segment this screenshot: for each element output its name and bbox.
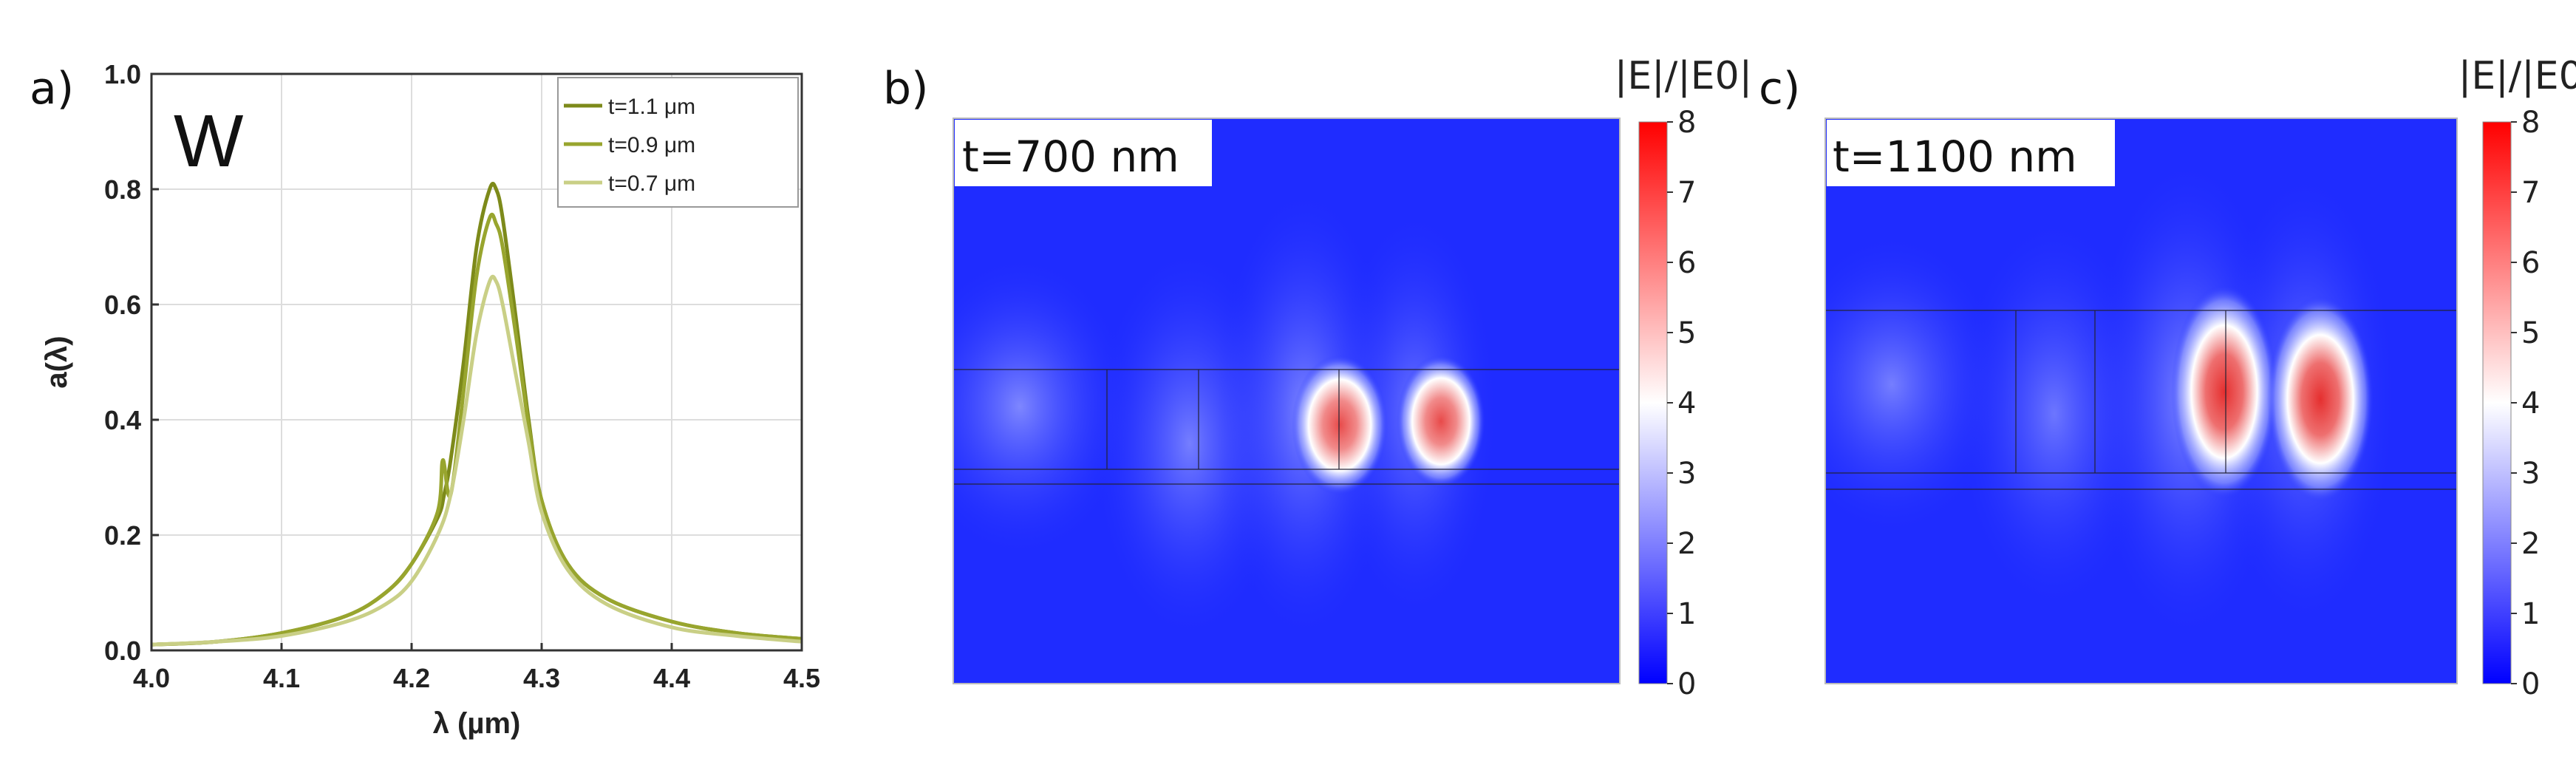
panel-label-a: a) — [30, 63, 74, 115]
x-tick-label: 4.0 — [133, 663, 170, 693]
colorbar-tick-label: 4 — [2521, 387, 2540, 421]
series-line — [151, 274, 803, 647]
colorbar-tick-label: 2 — [2521, 527, 2540, 561]
colorbar-tick-label: 5 — [1677, 316, 1696, 350]
colorbar-tick-label: 7 — [1677, 176, 1696, 210]
field-map-c: t=1100 nm — [1824, 118, 2458, 684]
colorbar-tick-label: 4 — [1677, 387, 1696, 421]
x-tick-label: 4.4 — [653, 663, 690, 693]
map-title: t=700 nm — [962, 132, 1179, 182]
legend-entry: t=1.1 μm — [608, 95, 695, 119]
field-lobe — [953, 259, 1131, 554]
y-tick-label: 0.6 — [104, 290, 141, 320]
map-title-box — [955, 120, 1212, 186]
hotspot — [2267, 296, 2374, 503]
y-tick-label: 0.8 — [104, 174, 141, 205]
colorbar-tick-label: 3 — [1677, 457, 1696, 491]
y-tick-label: 1.0 — [104, 59, 141, 89]
x-axis-label: λ (µm) — [433, 707, 521, 740]
colorbar-tick-label: 1 — [2521, 597, 2540, 631]
y-tick-label: 0.2 — [104, 520, 141, 551]
colorbar-tick-label: 7 — [2521, 176, 2540, 210]
legend-entry: t=0.9 μm — [608, 133, 695, 157]
colorbar-tick-label: 5 — [2521, 316, 2540, 350]
colorbar-b: |E|/|E0| 8 7 6 5 4 3 2 1 0 — [1615, 54, 1752, 701]
x-tick-label: 4.2 — [393, 663, 430, 693]
colorbar-tick-label: 6 — [1677, 246, 1696, 280]
colorbar-gradient — [1638, 121, 1668, 684]
colorbar-title: |E|/|E0| — [1615, 54, 1752, 98]
colorbar-gradient — [2482, 121, 2512, 684]
x-tick-label: 4.1 — [263, 663, 300, 693]
colorbar-tick-label: 8 — [1677, 106, 1696, 140]
y-tick-label: 0.0 — [104, 636, 141, 666]
colorbar-tick-label: 3 — [2521, 457, 2540, 491]
x-tick-label: 4.3 — [523, 663, 560, 693]
colorbar-tick-label: 8 — [2521, 106, 2540, 140]
colorbar-tick-label: 6 — [2521, 246, 2540, 280]
panel-label-b: b) — [883, 63, 929, 115]
axes-frame — [150, 72, 803, 652]
colorbar-c: |E|/|E0| 8 7 6 5 4 3 2 1 0 — [2459, 54, 2576, 701]
absorption-plot: 4.0 4.1 4.2 4.3 4.4 4.5 0.0 0.2 0.4 0.6 0.8 1.0 λ (µ… — [41, 59, 820, 740]
series-line — [151, 212, 803, 647]
hotspot — [2171, 285, 2277, 499]
material-label: W — [174, 100, 244, 183]
y-axis-label: a(λ) — [41, 336, 73, 388]
field-map-b: t=700 nm — [953, 118, 1621, 684]
colorbar-title: |E|/|E0| — [2459, 54, 2576, 98]
colorbar-tick-label: 0 — [1677, 667, 1696, 701]
hotspot — [1397, 355, 1485, 488]
map-title-box — [1827, 120, 2115, 186]
x-tick-label: 4.5 — [783, 663, 820, 693]
panel-label-c: c) — [1759, 63, 1800, 115]
legend-entry: t=0.7 μm — [608, 171, 695, 196]
colorbar-tick-label: 2 — [1677, 527, 1696, 561]
colorbar-tick-label: 1 — [1677, 597, 1696, 631]
colorbar-tick-label: 0 — [2521, 667, 2540, 701]
map-title: t=1100 nm — [1833, 132, 2077, 182]
y-tick-label: 0.4 — [104, 405, 141, 435]
